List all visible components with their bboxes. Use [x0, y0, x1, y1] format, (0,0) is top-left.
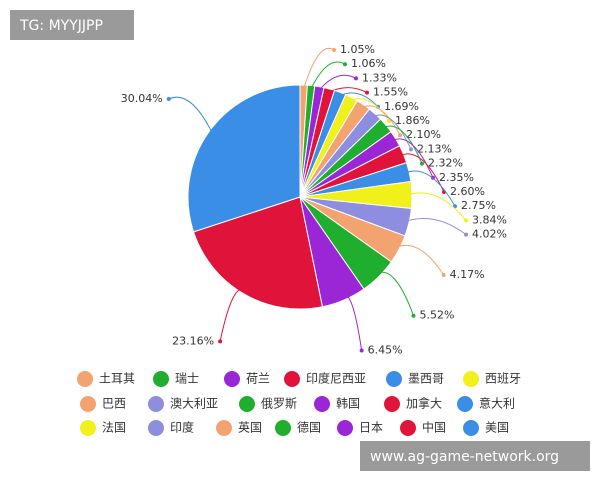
pie-slice	[192, 196, 323, 310]
data-label: 1.69%	[384, 100, 419, 113]
data-label: 1.55%	[373, 86, 408, 99]
legend-swatch	[148, 420, 164, 436]
leader-dot	[464, 218, 468, 223]
leader-line	[391, 138, 434, 178]
legend-label: 加拿大	[406, 396, 442, 411]
legend-swatch	[153, 371, 169, 387]
legend-swatch	[314, 396, 330, 412]
leader-dot	[359, 348, 364, 353]
legend-label: 墨西哥	[408, 372, 444, 386]
legend-swatch	[224, 371, 240, 387]
data-label: 1.86%	[395, 114, 430, 127]
legend-label: 意大利	[479, 396, 515, 411]
leader-line	[328, 87, 368, 94]
legend-swatch	[384, 396, 400, 412]
legend-swatch	[400, 420, 416, 436]
leader-line	[318, 74, 357, 91]
legend-swatch	[80, 396, 96, 412]
leader-dot	[411, 313, 416, 318]
data-label: 2.75%	[461, 199, 496, 212]
data-label: 23.16%	[172, 334, 214, 347]
leader-dot	[354, 76, 358, 81]
legend-label: 土耳其	[99, 372, 135, 386]
legend-label: 日本	[359, 421, 383, 435]
leader-line	[405, 218, 467, 235]
leader-dot	[332, 48, 336, 52]
pie-slice	[187, 84, 301, 233]
legend-swatch	[463, 371, 479, 387]
leader-line	[405, 170, 456, 207]
legend-swatch	[148, 396, 164, 412]
data-label: 1.05%	[340, 43, 375, 56]
leader-dot	[166, 97, 171, 102]
legend-label: 中国	[422, 420, 446, 435]
watermark-box	[10, 10, 134, 40]
legend-label: 印度尼西亚	[306, 371, 366, 386]
leader-line	[310, 61, 346, 90]
leader-dot	[464, 232, 468, 237]
legend-label: 澳大利亚	[170, 397, 218, 411]
data-label: 5.52%	[419, 309, 454, 322]
legend-label: 德国	[297, 420, 321, 435]
data-label: 2.32%	[428, 157, 463, 170]
data-label: 2.10%	[406, 128, 441, 141]
leader-dot	[218, 339, 223, 344]
leader-line	[338, 92, 379, 108]
watermark-box	[360, 441, 590, 471]
leader-dot	[387, 119, 391, 123]
legend-swatch	[457, 396, 473, 412]
data-label: 2.35%	[439, 171, 474, 184]
data-label: 4.17%	[450, 268, 485, 281]
legend-swatch	[463, 420, 479, 436]
data-label: 2.60%	[450, 185, 485, 198]
legend-swatch	[77, 371, 93, 387]
leader-line	[399, 153, 445, 193]
legend-label: 俄罗斯	[261, 397, 297, 411]
legend-label: 瑞士	[175, 372, 199, 386]
leader-line	[360, 105, 401, 136]
legend-swatch	[80, 420, 96, 436]
legend-label: 美国	[485, 421, 509, 435]
legend-swatch	[386, 371, 402, 387]
leader-line	[168, 96, 213, 134]
watermark: www.ag-game-network.org	[370, 449, 559, 465]
pie: 1.05%1.06%1.33% 1.55%1.69%1.86%2.10%2.13%…	[77, 43, 521, 436]
leader-line	[375, 271, 414, 316]
data-label: 30.04%	[121, 92, 163, 105]
leader-line	[303, 47, 335, 90]
leader-dot	[409, 147, 413, 152]
leader-line	[342, 294, 363, 351]
legend-swatch	[216, 420, 232, 436]
legend-label: 韩国	[336, 396, 360, 411]
legend-swatch	[239, 396, 255, 412]
data-label: 2.13%	[417, 142, 452, 155]
leader-dot	[441, 273, 446, 278]
legend-swatch	[284, 371, 300, 387]
data-label: 4.02%	[472, 228, 507, 241]
data-label: 1.33%	[362, 71, 397, 84]
legend-label: 巴西	[102, 397, 126, 411]
leader-dot	[343, 62, 347, 67]
legend-swatch	[337, 420, 353, 436]
legend-swatch	[275, 420, 291, 436]
watermark: TG: MYYJJPP	[19, 18, 103, 34]
leader-dot	[365, 90, 369, 95]
legend-label: 法国	[102, 421, 126, 435]
data-label: 3.84%	[472, 213, 507, 226]
legend-label: 荷兰	[246, 372, 270, 386]
leader-line	[372, 114, 412, 150]
data-label: 1.06%	[351, 57, 386, 70]
legend-label: 西班牙	[485, 372, 521, 386]
leader-line	[395, 244, 445, 276]
legend-label: 印度	[170, 420, 194, 435]
legend-label: 英国	[238, 421, 262, 435]
leader-line	[407, 192, 467, 221]
leader-line	[219, 288, 247, 342]
leader-dot	[420, 161, 424, 166]
data-label: 6.45%	[368, 344, 403, 357]
leader-dot	[398, 133, 402, 138]
leader-line	[382, 125, 423, 164]
